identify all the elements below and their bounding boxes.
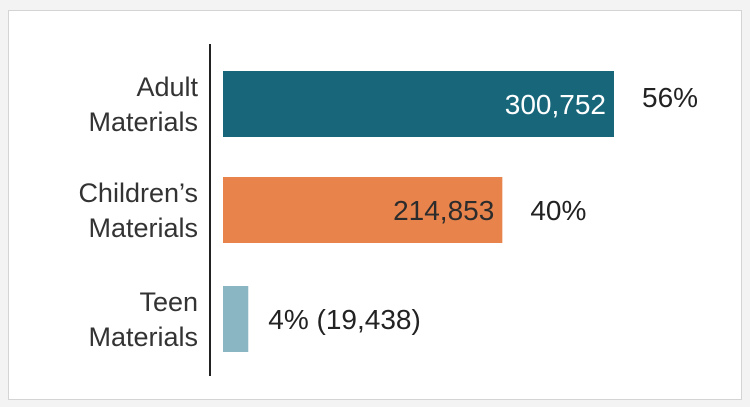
percent-label-0: 56%: [642, 82, 698, 113]
bar-1: [223, 177, 503, 243]
data-label-1: 214,853: [393, 195, 494, 226]
percent-label-2: 4% (19,438): [268, 304, 421, 335]
percent-label-1: 40%: [530, 195, 586, 226]
category-label-1: Children’s Materials: [78, 178, 198, 243]
category-label-2: Teen Materials: [88, 287, 198, 352]
data-label-0: 300,752: [505, 89, 606, 120]
bar-2: [223, 286, 249, 352]
bar-0: [223, 71, 614, 137]
category-label-0: Adult Materials: [88, 72, 198, 137]
